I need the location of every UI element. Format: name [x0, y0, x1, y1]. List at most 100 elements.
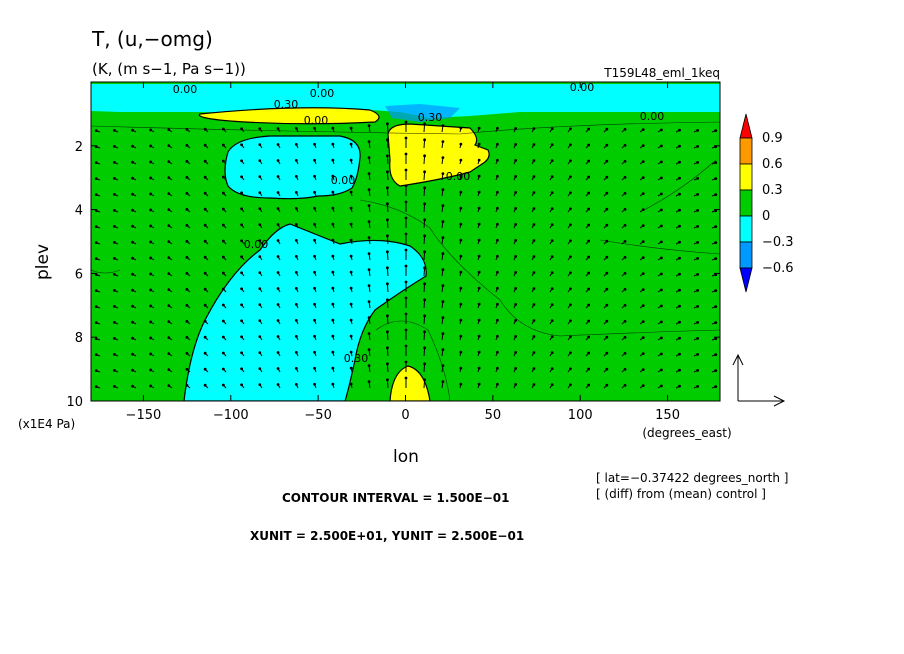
wind-arrow-head	[276, 175, 280, 178]
wind-arrow-head	[131, 128, 134, 132]
wind-arrow-head	[714, 305, 718, 309]
wind-arrow-head	[587, 319, 591, 323]
wind-arrow-head	[496, 126, 499, 130]
wind-arrow-head	[696, 272, 700, 276]
wind-arrow-head	[386, 234, 389, 238]
wind-arrow-head	[404, 200, 408, 204]
wind-arrow-head	[276, 143, 280, 146]
wind-arrow-head	[404, 344, 408, 348]
wind-arrow-head	[423, 378, 426, 382]
wind-arrow-head	[386, 314, 389, 318]
wind-arrow-head	[276, 271, 280, 274]
wind-arrow-head	[349, 350, 353, 354]
wind-arrow-head	[696, 192, 700, 196]
wind-arrow-head	[258, 351, 262, 355]
wind-arrow-head	[185, 128, 189, 131]
wind-arrow-head	[714, 161, 718, 165]
wind-arrow-head	[386, 250, 389, 254]
wind-arrow-head	[240, 351, 243, 355]
wind-arrow-head	[459, 158, 463, 162]
x-axis: −150 −100 −50 0 50 100 150	[126, 82, 680, 423]
wind-arrow-head	[678, 128, 681, 132]
wind-arrow-head	[185, 272, 189, 275]
wind-arrow-head	[331, 302, 335, 306]
wind-arrow-head	[714, 353, 718, 357]
wind-arrow-head	[441, 316, 445, 320]
wind-arrow-head	[641, 176, 645, 180]
wind-arrow-head	[423, 330, 426, 334]
wind-arrow-head	[167, 208, 171, 212]
y-tick-label: 4	[75, 204, 83, 219]
wind-arrow-head	[532, 319, 536, 322]
wind-arrow-head	[112, 176, 116, 180]
wind-arrow-head	[185, 368, 189, 371]
wind-arrow-head	[112, 336, 116, 340]
wind-arrow-head	[550, 383, 554, 387]
wind-arrow-head	[276, 367, 280, 370]
wind-arrow-head	[167, 240, 171, 244]
contour-label: 0.00	[570, 81, 595, 94]
wind-arrow-head	[294, 222, 298, 226]
positive-anomaly-upper-west	[198, 107, 380, 125]
wind-arrow-head	[659, 224, 663, 228]
wind-arrow-head	[149, 288, 153, 292]
wind-arrow-head	[514, 302, 518, 306]
wind-arrow-head	[367, 348, 371, 352]
wind-arrow-head	[386, 202, 389, 206]
colorbar-label: −0.6	[762, 261, 794, 276]
wind-arrow-head	[496, 158, 499, 162]
wind-arrow-head	[112, 384, 116, 388]
wind-arrow-head	[605, 159, 609, 163]
wind-arrow-head	[112, 256, 116, 260]
wind-arrow-head	[167, 352, 171, 356]
wind-arrow-head	[605, 303, 609, 307]
wind-arrow-head	[587, 239, 591, 243]
wind-arrow-head	[149, 256, 153, 260]
wind-arrow-head	[294, 126, 298, 130]
wind-arrow-head	[203, 191, 207, 195]
wind-arrow-head	[331, 286, 335, 290]
wind-arrow-head	[459, 126, 463, 130]
wind-arrow-head	[496, 366, 499, 370]
wind-arrow-head	[276, 351, 280, 354]
wind-arrow-head	[94, 177, 98, 181]
wind-arrow-head	[569, 383, 572, 387]
negative-anomaly-west-upper	[224, 135, 361, 200]
wind-arrow-head	[496, 174, 499, 178]
wind-arrow-head	[550, 351, 554, 355]
wind-arrow-head	[404, 168, 408, 172]
wind-arrow-head	[441, 252, 445, 256]
wind-arrow-head	[605, 127, 609, 131]
x-tick-label: 100	[568, 408, 593, 423]
wind-arrow-head	[313, 318, 316, 322]
wind-arrow-head	[550, 319, 554, 323]
wind-arrow-head	[367, 220, 371, 224]
wind-arrow-head	[185, 240, 189, 243]
wind-arrow-head	[203, 207, 207, 211]
wind-arrow-head	[167, 224, 171, 228]
wind-arrow-head	[112, 144, 116, 148]
wind-arrow-head	[258, 175, 262, 179]
wind-arrow-head	[532, 287, 536, 290]
contour-label: 0.00	[244, 238, 269, 251]
wind-arrow-head	[221, 207, 225, 211]
wind-arrow-head	[678, 304, 681, 308]
wind-arrow-head	[349, 334, 353, 338]
wind-arrow-head	[276, 159, 280, 162]
wind-arrow-head	[423, 282, 426, 286]
wind-arrow-head	[349, 174, 353, 178]
wind-arrow-head	[659, 288, 663, 292]
wind-arrow-head	[258, 287, 262, 291]
colorbar-segment	[739, 215, 753, 243]
wind-arrow-head	[532, 367, 536, 370]
wind-arrow-head	[94, 161, 98, 165]
wind-arrow-head	[477, 206, 481, 210]
wind-arrow-head	[605, 207, 609, 211]
chart-title: T, (u,−omg)	[91, 27, 213, 51]
wind-arrow-head	[221, 191, 225, 195]
wind-arrow-head	[240, 383, 243, 387]
wind-arrow-head	[112, 160, 116, 164]
wind-arrow-head	[94, 241, 98, 245]
wind-arrow-head	[477, 190, 481, 194]
wind-arrow-head	[185, 192, 189, 195]
